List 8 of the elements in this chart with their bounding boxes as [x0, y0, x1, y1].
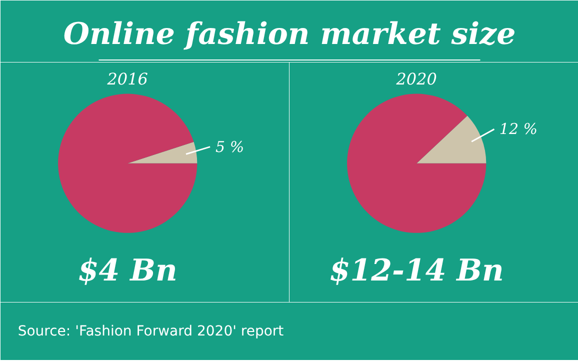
text: $4 Bn — [78, 254, 178, 289]
text: $12-14 Bn — [329, 254, 504, 289]
data-label: 5 % — [216, 138, 244, 156]
data-label: 12 % — [499, 120, 538, 138]
text: Online fashion market size — [63, 17, 516, 52]
chart-title: 2016 — [106, 70, 148, 88]
source-note: Source: 'Fashion Forward 2020' report — [18, 324, 284, 340]
chart-title: 2020 — [395, 70, 437, 88]
